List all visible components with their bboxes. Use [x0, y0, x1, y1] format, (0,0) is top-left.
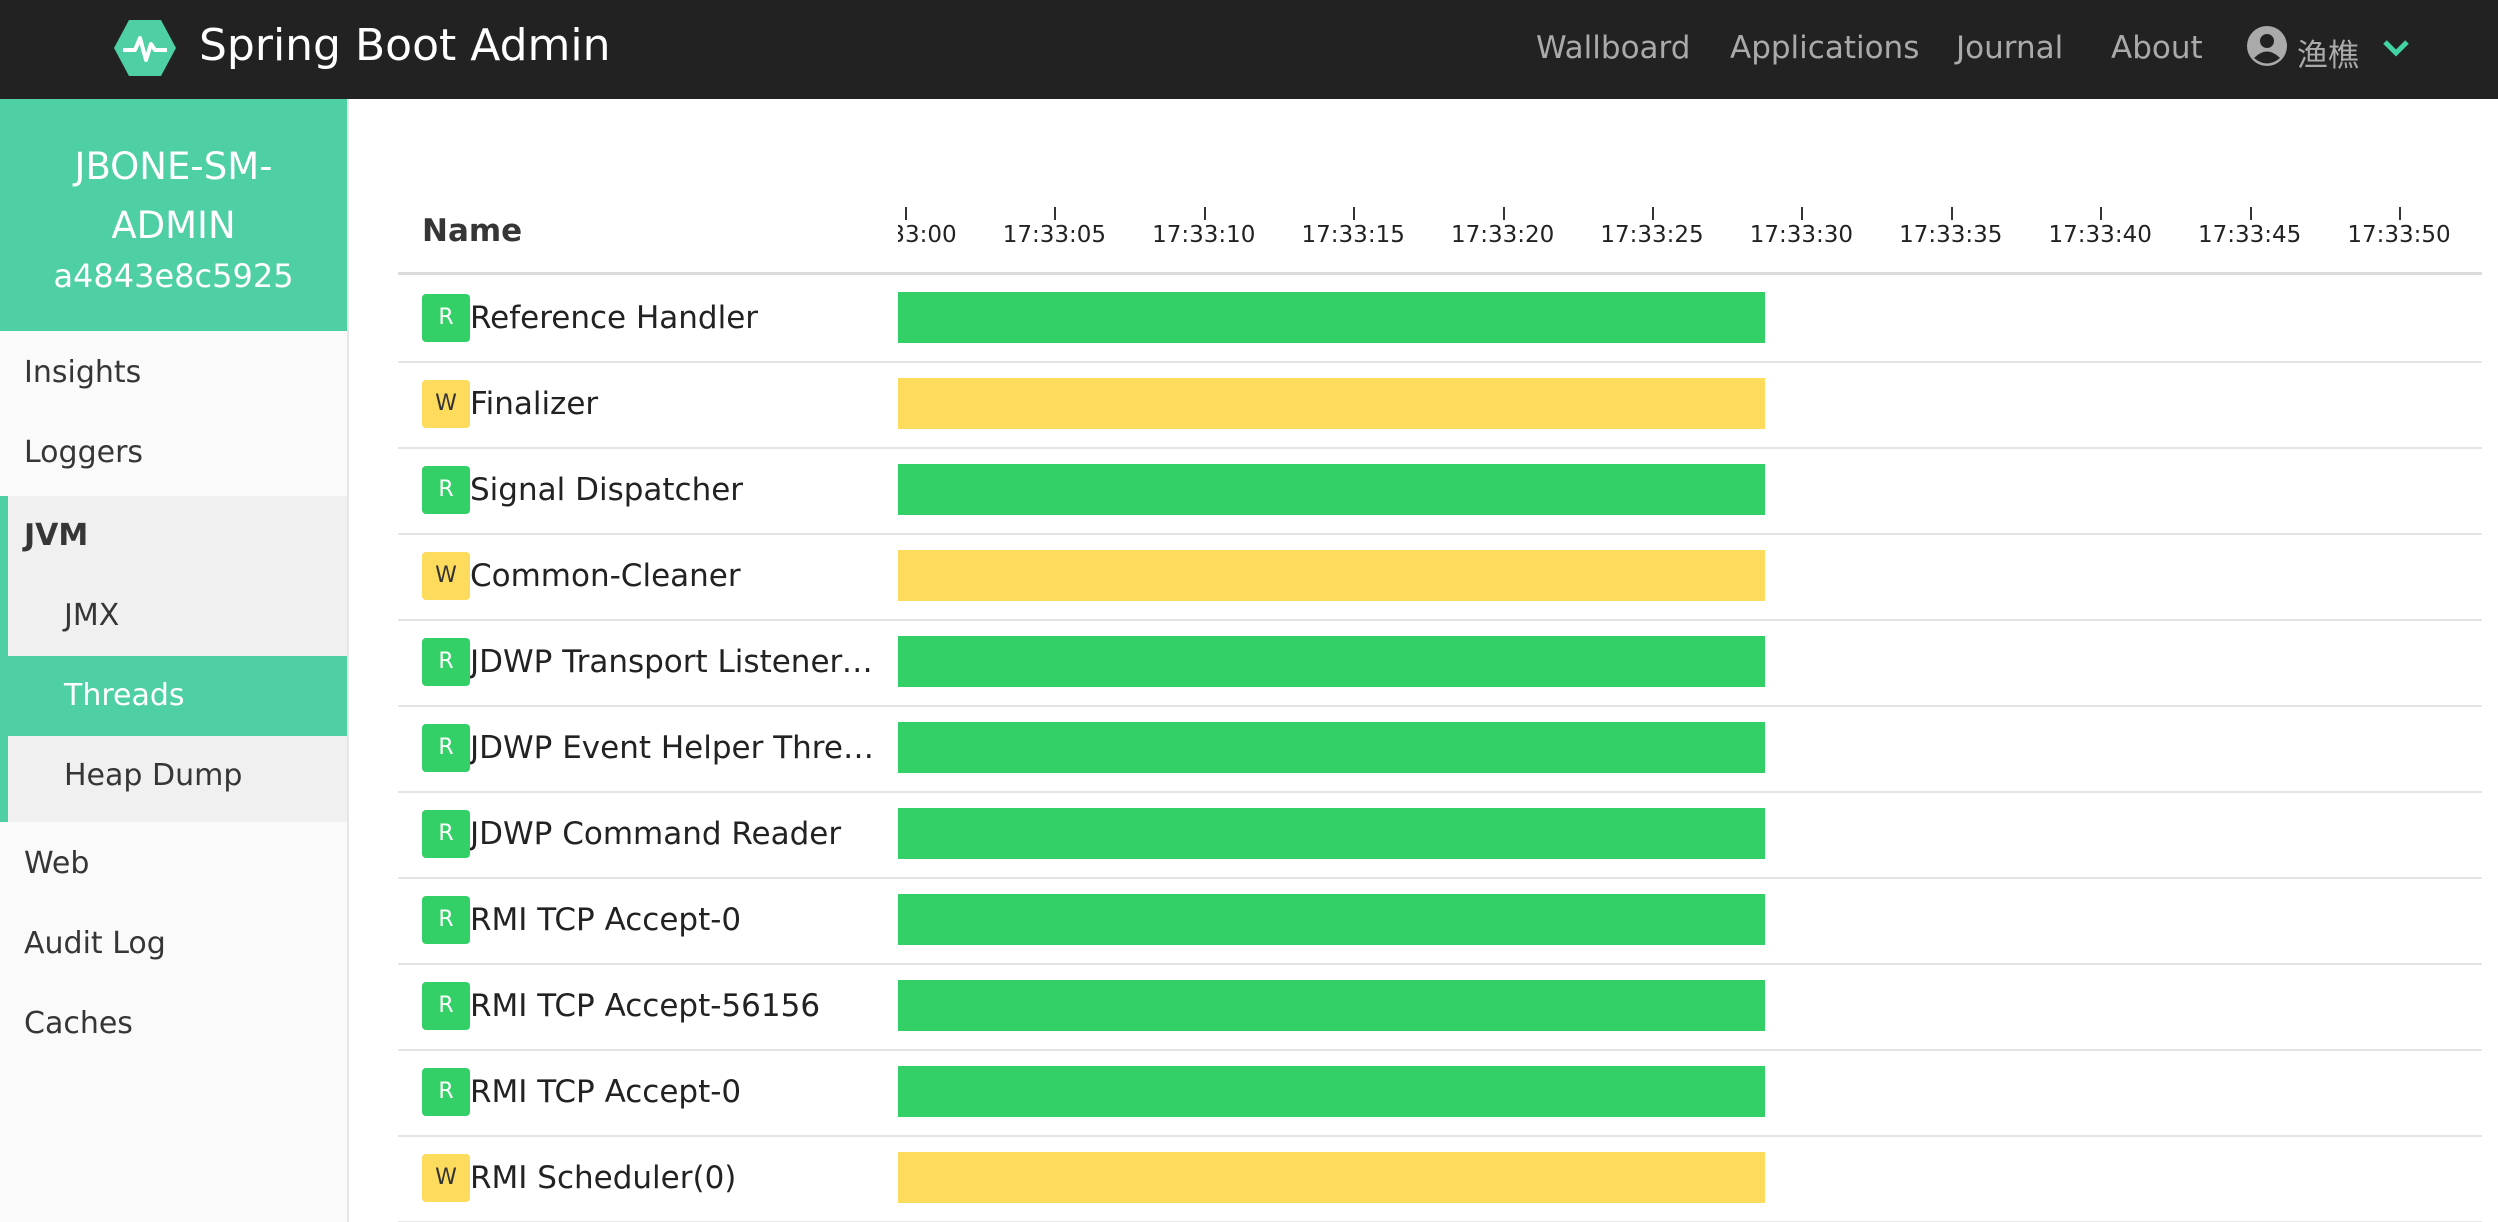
thread-timeline-bar	[898, 1152, 1765, 1203]
user-name[interactable]: 渔樵	[2297, 38, 2359, 74]
app-box: JBONE-SM-ADMIN a4843e8c5925	[0, 99, 347, 331]
app-name: JBONE-SM-ADMIN	[74, 145, 273, 247]
thread-timeline-bar	[898, 464, 1765, 515]
state-badge: W	[422, 552, 470, 600]
state-badge: R	[422, 294, 470, 342]
logo	[114, 20, 176, 76]
time-axis: 17:33:00 17:33:05 17:33:10 17:33:15 17:33:20…	[898, 200, 2482, 260]
nav-link[interactable]: Journal	[1956, 30, 2064, 66]
menu-item[interactable]: Loggers	[24, 435, 144, 470]
thread-name: RMI TCP Accept-0	[470, 1074, 742, 1110]
menu-item[interactable]: Caches	[24, 1006, 133, 1041]
tick-mark	[1054, 207, 1057, 220]
app-title[interactable]: Spring Boot Admin	[199, 20, 611, 71]
menu-item[interactable]: Audit Log	[24, 926, 166, 961]
tick-label: 17:33:20	[1450, 222, 1555, 248]
state-badge: W	[422, 1154, 470, 1202]
thread-row: R JDWP Command Reader	[398, 791, 2482, 879]
tick-label: 17:33:25	[1600, 222, 1704, 248]
state-badge: R	[422, 982, 470, 1030]
state-badge: R	[422, 896, 470, 944]
nav-link[interactable]: About	[2111, 30, 2203, 66]
thread-timeline-bar	[898, 894, 1765, 945]
thread-row: R Signal Dispatcher	[398, 447, 2482, 535]
tick-label: 17:33:30	[1749, 222, 1854, 248]
menu-group-label[interactable]: JVM	[24, 518, 89, 553]
thread-name: RMI TCP Accept-56156	[470, 988, 821, 1024]
state-badge: R	[422, 810, 470, 858]
menu-item[interactable]: Insights	[24, 355, 142, 390]
thread-name: JDWP Transport Listener:...	[470, 644, 880, 680]
tick-mark	[1353, 207, 1356, 220]
menu-subitem-active[interactable]: Threads	[0, 656, 347, 736]
menu-subitem[interactable]: JMX	[64, 598, 120, 633]
thread-timeline-bar	[898, 292, 1765, 343]
tick-mark	[1950, 207, 1953, 220]
tick-mark	[1652, 207, 1654, 220]
tick-label: 17:33:05	[1002, 222, 1107, 248]
thread-timeline-bar	[898, 808, 1765, 859]
state-badge: R	[422, 466, 470, 514]
tick-label: 17:33:45	[2197, 222, 2302, 248]
app-id: a4843e8c5925	[53, 257, 294, 295]
tick-mark	[1203, 207, 1206, 220]
tick-label: 17:33:40	[2048, 222, 2152, 248]
thread-row: R RMI TCP Accept-56156	[398, 963, 2482, 1051]
tick-label: 17:33:15	[1301, 222, 1405, 248]
thread-row: R RMI TCP Accept-0	[398, 1049, 2482, 1137]
nav-link[interactable]: Applications	[1730, 30, 1920, 66]
thread-timeline-bar	[898, 636, 1765, 687]
thread-timeline-bar	[898, 1066, 1765, 1117]
sidebar: JBONE-SM-ADMIN a4843e8c5925 Insights Logg…	[0, 99, 349, 1222]
menu-subitem[interactable]: Heap Dump	[64, 758, 243, 793]
thread-name: RMI TCP Accept-0	[470, 902, 742, 938]
thread-row: R JDWP Event Helper Thread	[398, 705, 2482, 793]
name-header: Name	[422, 213, 523, 249]
thread-name: Signal Dispatcher	[470, 472, 744, 508]
tick-mark	[2249, 207, 2252, 220]
tick-label: 17:33:00	[898, 222, 957, 248]
state-badge: R	[422, 1068, 470, 1116]
thread-row: R Reference Handler	[398, 275, 2482, 363]
thread-row: W RMI Scheduler(0)	[398, 1135, 2482, 1222]
state-badge: W	[422, 380, 470, 428]
thread-timeline-bar	[898, 378, 1765, 429]
nav-link[interactable]: Wallboard	[1536, 30, 1691, 66]
thread-timeline-bar	[898, 550, 1765, 601]
thread-name: Finalizer	[470, 386, 599, 422]
header-rule	[398, 272, 2482, 275]
thread-row: R JDWP Transport Listener:...	[398, 619, 2482, 707]
state-badge: R	[422, 724, 470, 772]
tick-mark	[2100, 207, 2103, 220]
tick-label: 17:33:50	[2347, 222, 2451, 248]
thread-name: JDWP Event Helper Thread	[470, 730, 880, 766]
thread-row: W Common-Cleaner	[398, 533, 2482, 621]
tick-label: 17:33:35	[1899, 222, 2003, 248]
user-icon[interactable]	[2246, 25, 2288, 67]
tick-label: 17:33:10	[1152, 222, 1256, 248]
thread-row: W Finalizer	[398, 361, 2482, 449]
tick-mark	[1801, 207, 1804, 220]
thread-name: RMI Scheduler(0)	[470, 1160, 737, 1196]
thread-name: JDWP Command Reader	[470, 816, 842, 852]
tick-mark	[905, 207, 907, 220]
tick-mark	[2399, 207, 2401, 220]
menu-item[interactable]: Web	[24, 846, 90, 881]
state-badge: R	[422, 638, 470, 686]
tick-mark	[1502, 207, 1505, 220]
top-bar: Spring Boot Admin Wallboard Applications J…	[0, 0, 2498, 99]
thread-timeline-bar	[898, 980, 1765, 1031]
thread-name: Common-Cleaner	[470, 558, 741, 594]
thread-row: R RMI TCP Accept-0	[398, 877, 2482, 965]
dropdown-chevron[interactable]	[2382, 38, 2410, 58]
thread-name: Reference Handler	[470, 300, 759, 336]
thread-timeline-bar	[898, 722, 1765, 773]
